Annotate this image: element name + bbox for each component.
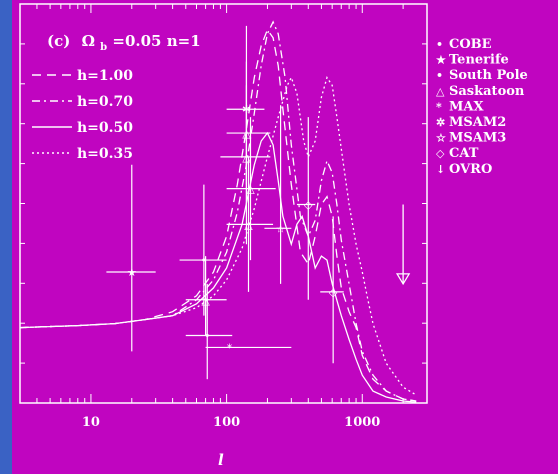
curve-h-1-00 bbox=[19, 28, 417, 402]
experiment-name: MSAM2 bbox=[449, 115, 506, 130]
experiment-name: South Pole bbox=[449, 68, 528, 83]
point-marker: ◇ bbox=[304, 199, 313, 212]
experiment-name: Tenerife bbox=[449, 53, 509, 68]
experiment-symbol: * bbox=[436, 100, 442, 113]
data-points-layer: ★••*△△△△△✲☆◇◇ bbox=[106, 25, 411, 380]
experiment-name: Saskatoon bbox=[449, 84, 525, 99]
experiment-symbol: • bbox=[436, 38, 443, 51]
point-marker: △ bbox=[201, 294, 210, 307]
data-point-max: * bbox=[205, 341, 292, 354]
annotation-rest: =0.05 n=1 bbox=[112, 32, 200, 50]
point-marker: * bbox=[227, 341, 233, 354]
panel-label: (c) Ω b =0.05 n=1 bbox=[47, 32, 201, 54]
x-tick-label: 100 bbox=[213, 415, 240, 430]
experiment-name: MSAM3 bbox=[449, 131, 506, 146]
experiment-legend: • COBE★ Tenerife • South Pole △ Saskatoon * MAX ✲… bbox=[436, 37, 528, 177]
curve-legend: h=1.00 h=0.70 h=0.50 h=0.35 bbox=[32, 68, 133, 162]
experiment-symbol: ☆ bbox=[436, 132, 446, 145]
experiment-name: OVRO bbox=[449, 162, 492, 177]
experiment-symbol: • bbox=[436, 69, 443, 82]
data-point-msam3: ☆ bbox=[264, 105, 292, 284]
panel-label-tag: (c) bbox=[47, 32, 70, 50]
point-marker: ✲ bbox=[242, 103, 251, 116]
curve-h-0-70 bbox=[19, 20, 417, 402]
experiment-name: MAX bbox=[449, 99, 484, 114]
experiment-symbol: ★ bbox=[436, 54, 446, 67]
x-tick-label: 10 bbox=[82, 415, 100, 430]
legend-label: h=1.00 bbox=[77, 68, 133, 84]
legend-label: h=0.50 bbox=[77, 120, 133, 136]
experiment-symbol: ◇ bbox=[436, 147, 445, 160]
data-point-saskatoon: △ bbox=[185, 256, 227, 336]
data-point-cat: ◇ bbox=[296, 117, 316, 300]
data-point-cat: ◇ bbox=[320, 216, 344, 364]
experiment-symbol: △ bbox=[436, 85, 445, 98]
axis-ticks: 10 100 1000 bbox=[19, 4, 428, 430]
figure-panel bbox=[12, 0, 558, 474]
data-point-ovro bbox=[395, 204, 411, 286]
data-point-saskatoon: △ bbox=[226, 117, 276, 261]
experiment-symbol: ↓ bbox=[436, 163, 445, 176]
data-point-south-pole: • bbox=[179, 184, 227, 316]
omega-symbol: Ω bbox=[82, 32, 95, 50]
point-marker: • bbox=[204, 330, 211, 343]
data-point-msam2: ✲ bbox=[226, 25, 265, 185]
x-tick-label: 1000 bbox=[344, 415, 380, 430]
experiment-name: CAT bbox=[449, 146, 479, 161]
x-axis-label: l bbox=[218, 451, 224, 469]
curves-layer bbox=[19, 20, 417, 403]
curve-h-0-50 bbox=[19, 131, 417, 403]
experiment-symbol: ✲ bbox=[436, 116, 445, 129]
data-point-tenerife: ★ bbox=[106, 164, 156, 352]
point-marker: ◇ bbox=[329, 286, 338, 299]
experiment-name: COBE bbox=[449, 37, 492, 52]
omega-subscript: b bbox=[100, 42, 107, 53]
data-point-saskatoon: △ bbox=[226, 156, 274, 292]
point-marker: △ bbox=[246, 183, 255, 196]
point-marker: △ bbox=[244, 218, 253, 231]
plot-frame bbox=[19, 3, 428, 404]
legend-label: h=0.70 bbox=[77, 94, 133, 110]
legend-label: h=0.35 bbox=[77, 146, 133, 162]
curve-h-0-35 bbox=[19, 75, 417, 396]
point-marker: • bbox=[201, 254, 208, 267]
point-marker: ★ bbox=[127, 266, 137, 279]
point-marker: ☆ bbox=[276, 222, 286, 235]
